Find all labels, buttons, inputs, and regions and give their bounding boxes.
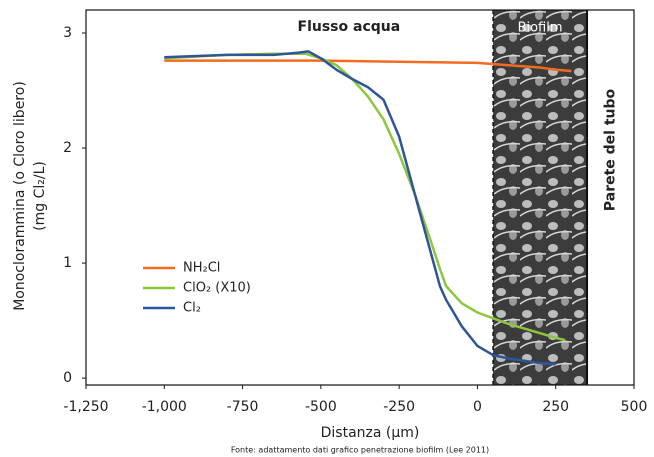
series-line xyxy=(164,52,566,342)
series-line xyxy=(164,50,556,366)
x-tick-label: 500 xyxy=(621,399,648,415)
x-tick-label: -750 xyxy=(227,399,259,415)
region-label: Flusso acqua xyxy=(298,19,401,35)
source-note: Fonte: adattamento dati grafico penetraz… xyxy=(231,446,489,455)
legend-label: ClO₂ (X10) xyxy=(183,281,251,296)
x-tick-label: -250 xyxy=(383,399,415,415)
y-tick-label: 3 xyxy=(63,25,72,41)
y-tick-label: 0 xyxy=(63,370,72,386)
y-axis-label: Monoclorammina (o Cloro libero) xyxy=(12,81,28,311)
x-tick-label: 0 xyxy=(473,399,482,415)
x-axis-label: Distanza (µm) xyxy=(321,425,420,441)
biofilm-region xyxy=(493,10,588,385)
x-tick-label: -500 xyxy=(305,399,337,415)
plot-frame xyxy=(85,9,635,386)
y-tick-label: 1 xyxy=(63,255,72,271)
y-tick-label: 2 xyxy=(63,140,72,156)
x-tick-label: -1,250 xyxy=(63,399,108,415)
region-label: Parete del tubo xyxy=(603,88,619,211)
series-line xyxy=(164,59,572,73)
legend-label: Cl₂ xyxy=(183,301,201,316)
legend-label: NH₂Cl xyxy=(183,261,220,276)
x-tick-label: -1,000 xyxy=(142,399,187,415)
x-tick-label: 250 xyxy=(542,399,569,415)
y-axis-label: (mg Cl₂/L) xyxy=(32,161,48,231)
region-label: Biofilm xyxy=(518,21,563,36)
